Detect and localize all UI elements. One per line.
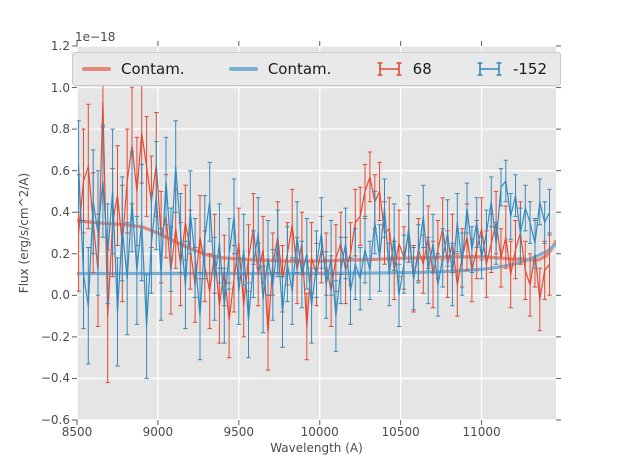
legend-label-contam-red: Contam. bbox=[121, 60, 185, 78]
blue-errorbar-swatch-icon bbox=[476, 61, 503, 77]
y-tick-label: 0.4 bbox=[50, 205, 70, 220]
legend-label-minus152: -152 bbox=[512, 60, 547, 78]
y-axis-label: Flux (erg/s/cm^2/A) bbox=[17, 172, 31, 294]
x-tick-label: 8500 bbox=[61, 425, 93, 439]
x-axis-label: Wavelength (A) bbox=[270, 441, 363, 455]
x-tick-label: 10500 bbox=[381, 425, 420, 439]
y-tick-label: 0.6 bbox=[50, 163, 70, 178]
legend: Contam. Contam. 68 -152 bbox=[72, 52, 561, 86]
y-tick-label: 0.2 bbox=[50, 246, 70, 261]
y-tick-label: 1.2 bbox=[50, 39, 70, 53]
y-tick-label: −0.4 bbox=[40, 371, 70, 386]
y-tick-label: 0.8 bbox=[50, 122, 70, 137]
y-tick-label: 0.0 bbox=[50, 288, 70, 303]
x-tick-label: 9000 bbox=[142, 425, 174, 439]
red-errorbar-swatch-icon bbox=[376, 61, 403, 77]
legend-label-68: 68 bbox=[412, 60, 432, 78]
y-tick-label: −0.2 bbox=[40, 329, 70, 344]
legend-item-contam-blue: Contam. bbox=[228, 60, 332, 78]
legend-label-contam-blue: Contam. bbox=[267, 60, 332, 78]
y-axis-offset-label: 1e−18 bbox=[75, 30, 116, 44]
red-contam-line-swatch bbox=[82, 67, 111, 71]
x-tick-label: 11000 bbox=[462, 425, 501, 439]
x-tick-label: 10000 bbox=[300, 425, 339, 439]
blue-contam-line-swatch bbox=[228, 67, 258, 71]
y-tick-label: −0.6 bbox=[40, 413, 70, 427]
legend-item-68: 68 bbox=[376, 60, 432, 78]
legend-item-minus152: -152 bbox=[476, 60, 547, 78]
y-tick-label: 1.0 bbox=[50, 80, 70, 95]
x-tick-label: 9500 bbox=[223, 425, 255, 439]
legend-item-contam-red: Contam. bbox=[82, 60, 185, 78]
